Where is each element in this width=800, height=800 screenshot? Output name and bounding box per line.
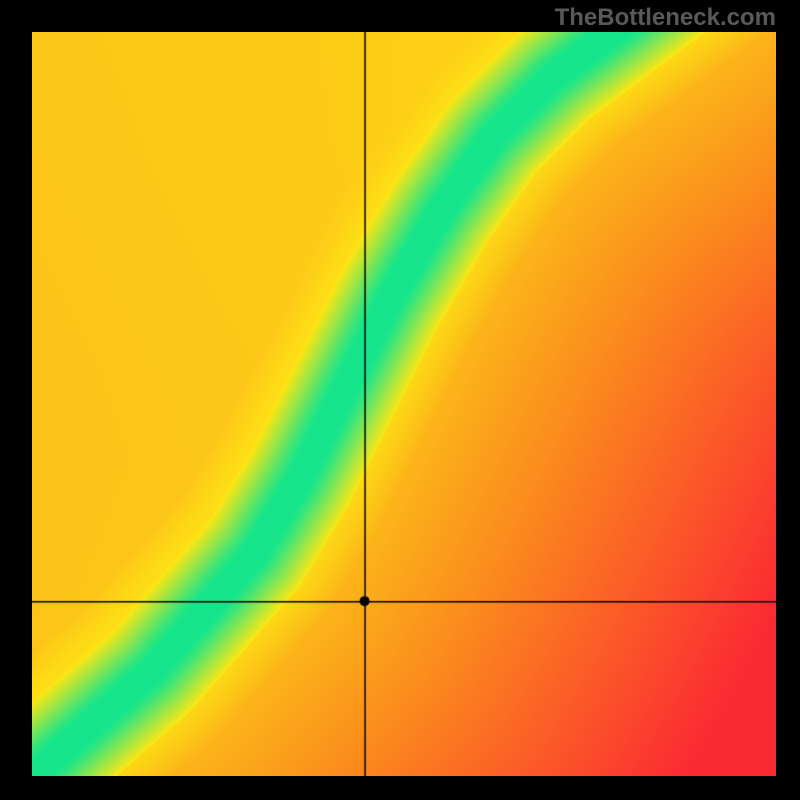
heatmap-canvas (32, 32, 776, 776)
watermark-text: TheBottleneck.com (555, 4, 776, 32)
chart-container: TheBottleneck.com (0, 0, 800, 800)
